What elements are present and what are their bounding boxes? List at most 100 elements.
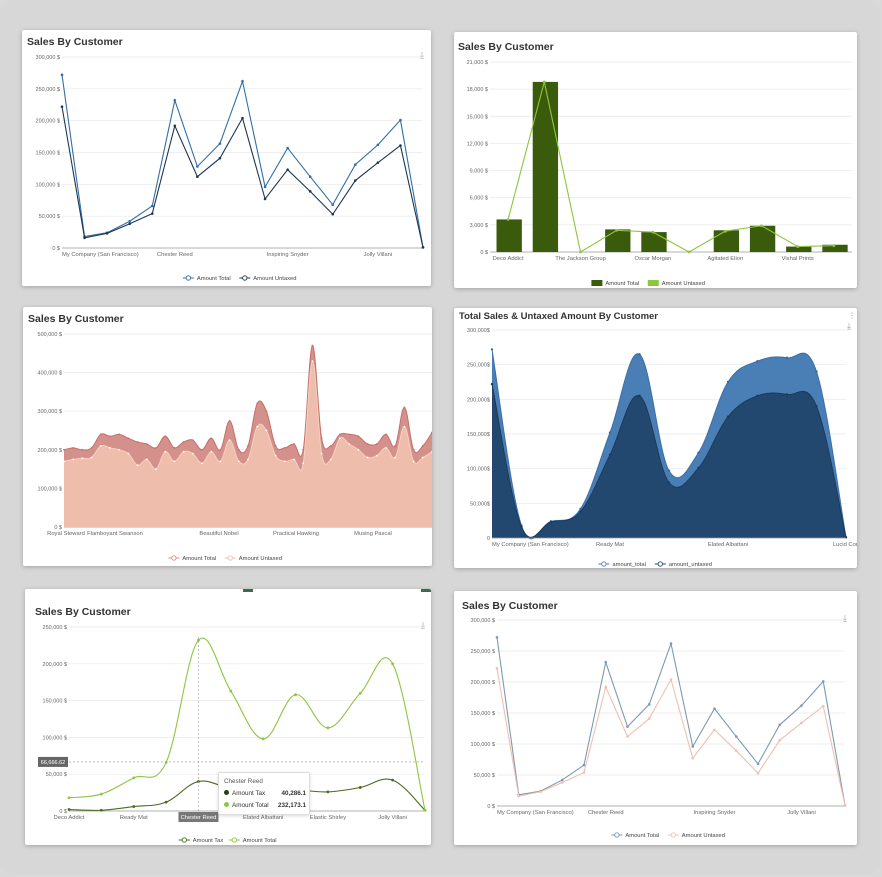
- bar: [605, 229, 631, 252]
- data-point: [263, 197, 267, 201]
- data-point: [241, 79, 244, 83]
- data-point: [155, 468, 157, 470]
- data-point: [329, 445, 332, 447]
- data-point: [83, 236, 86, 240]
- data-point: [726, 380, 730, 384]
- bar: [532, 81, 559, 253]
- chart-card-sales-by-customer-1: Sales By Customer ⤓ 0 $ 50,000 $ 100,000 $…: [22, 30, 431, 286]
- data-point: [150, 204, 154, 208]
- y-tick-label: 250,000$: [467, 363, 490, 369]
- data-point: [286, 168, 289, 171]
- header-strip: [243, 589, 253, 592]
- data-point: [394, 456, 397, 459]
- download-icon[interactable]: ⤓: [843, 614, 847, 624]
- data-point: [667, 481, 671, 484]
- data-point: [412, 448, 415, 451]
- y-tick-label: 200,000 $: [471, 680, 495, 686]
- x-tick-label: My Company (San Francisco): [492, 542, 569, 548]
- data-point: [403, 406, 406, 409]
- data-point: [329, 458, 332, 461]
- data-point: [237, 460, 240, 463]
- data-point: [734, 749, 738, 753]
- data-point: [734, 735, 738, 738]
- data-point: [669, 678, 673, 681]
- data-point: [421, 456, 424, 459]
- legend-marker: [614, 832, 620, 838]
- data-point: [294, 693, 297, 697]
- y-tick-label: 100,000$: [467, 467, 490, 473]
- data-point: [60, 105, 64, 108]
- data-point: [201, 448, 203, 451]
- data-point: [638, 353, 641, 356]
- data-point: [155, 446, 157, 449]
- data-point: [274, 454, 277, 457]
- x-tick-label: Chester Reed: [181, 815, 217, 821]
- chart-title: Sales By Customer: [35, 606, 131, 618]
- chart-title: Sales By Customer: [458, 41, 554, 53]
- chart-card-sales-by-customer-3: Sales By Customer 0 $ 100,000 $ 200,000 $ 3…: [23, 307, 432, 566]
- data-point: [60, 73, 64, 77]
- bar: [641, 232, 667, 252]
- data-point: [67, 808, 71, 811]
- data-point: [283, 446, 286, 449]
- data-point: [357, 448, 360, 451]
- legend-label: Amount Total: [182, 556, 216, 562]
- legend-dot-icon: [224, 790, 229, 795]
- data-point: [302, 462, 305, 465]
- data-point: [150, 212, 154, 215]
- y-tick-label: 100,000 $: [36, 182, 60, 188]
- data-point: [697, 451, 700, 454]
- legend-label: Amount Untaxed: [682, 833, 725, 839]
- legend-swatch: [591, 280, 603, 286]
- data-point: [348, 443, 351, 445]
- legend-marker: [670, 832, 676, 838]
- download-icon[interactable]: ⤓: [420, 51, 424, 61]
- chart-card-sales-by-customer-2: Sales By Customer 0 $ 3,000 $ 6,000 $ 9,000…: [454, 32, 857, 288]
- data-point: [286, 146, 289, 150]
- data-point: [308, 190, 312, 193]
- series-line: [61, 106, 424, 248]
- data-point: [219, 448, 222, 451]
- x-tick-label: Ready Mat: [596, 542, 624, 548]
- data-point: [136, 441, 139, 443]
- data-point: [604, 660, 608, 664]
- data-point: [778, 723, 782, 727]
- data-point: [560, 781, 564, 784]
- data-point: [210, 437, 213, 440]
- download-icon[interactable]: ⤓: [421, 621, 425, 631]
- data-point: [697, 466, 700, 470]
- chart-title: Sales By Customer: [462, 600, 558, 612]
- data-point: [339, 437, 341, 440]
- legend-label: Amount Tax: [193, 838, 224, 844]
- x-tick-label: Deco Addict: [54, 815, 85, 821]
- y-tick-label: 12,000 $: [467, 141, 488, 147]
- data-point: [118, 448, 121, 451]
- data-point: [691, 745, 695, 748]
- data-point: [785, 393, 789, 396]
- data-point: [241, 116, 244, 120]
- data-point: [756, 771, 760, 775]
- data-point: [726, 415, 730, 418]
- x-tick-label: My Company (San Francisco): [62, 252, 139, 258]
- y-tick-label: 300,000 $: [36, 55, 60, 61]
- x-tick-label: Ready Mat: [120, 815, 148, 821]
- data-point: [376, 143, 380, 147]
- kebab-menu-icon[interactable]: ⋮: [848, 311, 856, 320]
- data-point: [326, 726, 330, 730]
- download-icon[interactable]: ⤓: [847, 322, 851, 332]
- data-point: [63, 460, 65, 463]
- y-tick-label: 200,000$: [467, 397, 490, 403]
- x-tick-label: Flamboyant Swanson: [87, 531, 143, 537]
- data-point: [821, 704, 825, 708]
- data-point: [293, 458, 295, 461]
- x-tick-label: Lucid Cori: [833, 542, 857, 548]
- data-point: [164, 761, 168, 764]
- data-point: [647, 717, 651, 720]
- data-point: [283, 460, 286, 463]
- y-tick-label: 50,000 $: [474, 773, 495, 779]
- x-tick-label: Elated Albattani: [243, 815, 283, 821]
- legend-label: Amount Total: [243, 838, 277, 844]
- data-point: [256, 402, 259, 405]
- data-point: [302, 448, 305, 451]
- legend-label: Amount Untaxed: [662, 281, 705, 287]
